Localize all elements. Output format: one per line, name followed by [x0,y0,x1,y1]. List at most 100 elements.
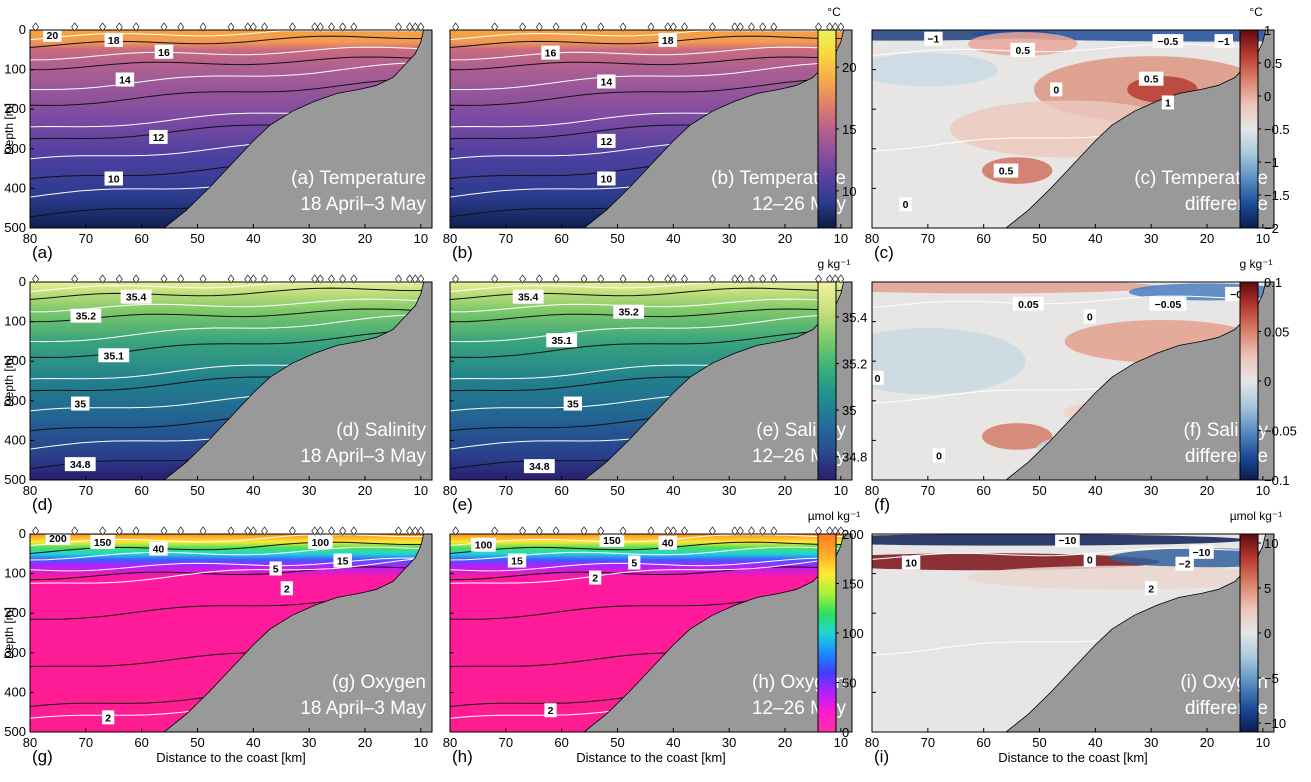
station-marker [316,274,324,284]
station-marker [199,526,207,536]
panel-content: 0.050−0.05−0.100 [872,282,1274,480]
station-marker [411,22,419,32]
contour-label: 12 [153,132,165,144]
contour-line [30,314,432,343]
contour-line [30,62,432,91]
contour-label: 0 [1087,555,1093,567]
station-marker [32,274,40,284]
contour-line [30,329,432,358]
station-marker [316,526,324,536]
station-marker [244,526,252,536]
y-tick-label: 500 [4,472,26,487]
panel-content: 35.4 35.2 35.1 35 34.8 [30,282,432,480]
station-marker [759,22,767,32]
y-axis-label: Depth [m] [2,355,16,407]
y-tick-label: 0 [19,274,26,289]
contour-label: 2 [592,573,598,585]
seafloor-bathymetry [163,30,432,228]
station-marker [491,22,499,32]
contour-label-box [471,537,496,552]
station-marker [71,274,79,284]
station-marker [417,22,425,32]
contour-label-box [308,534,333,549]
contour-label: 0 [936,450,942,462]
anomaly-patch [872,327,1026,395]
contour-label-box [523,459,555,474]
contour-line [450,35,852,48]
station-marker [669,22,677,32]
station-marker [748,274,755,284]
station-marker [115,22,123,32]
x-axis-label: Distance to the coast [km] [576,750,726,765]
station-marker [406,526,414,536]
station-marker [288,526,296,536]
panel-title: (b) Temperature [711,168,846,189]
station-marker [669,526,677,536]
contour-label-box [899,197,912,212]
station-marker [552,274,560,284]
station-marker [339,526,347,536]
anomaly-patch [872,282,1160,294]
contour-label: 35 [74,399,86,411]
contour-label-box [43,30,62,42]
colorbar-tick-label: 15 [842,122,856,137]
station-marker [160,274,168,284]
seafloor-bathymetry [583,534,852,732]
contour-label-box [1214,34,1233,49]
x-tick-label: 50 [190,231,204,246]
contour-label-box [599,534,625,547]
station-marker [32,526,40,536]
x-tick-label: 60 [134,231,148,246]
station-marker [132,526,140,536]
station-marker [328,22,335,32]
station-marker [619,274,627,284]
y-tick-label: 500 [4,220,26,235]
contour-line [450,298,852,313]
station-marker [249,22,257,32]
station-marker [261,22,268,32]
contour-label-box [64,457,96,472]
panel-letter: (f) [874,495,890,514]
x-tick-label: 70 [79,483,93,498]
contour-line [450,566,852,581]
station-marker [708,526,716,536]
contour-label: 35 [567,399,579,411]
station-marker [681,274,688,284]
x-tick-label: 20 [358,483,372,498]
x-tick-label: 80 [865,483,879,498]
x-tick-label: 50 [610,231,624,246]
x-tick-label: 30 [1144,483,1158,498]
station-marker [99,274,107,284]
contour-label-box [149,129,168,144]
contour-label-box [541,45,560,60]
station-marker [519,274,527,284]
x-tick-label: 10 [414,735,428,750]
contour-label-box [546,333,578,348]
station-marker [770,22,778,32]
contour-label: 2 [105,712,111,724]
colorbar-unit: g kg⁻¹ [817,257,850,271]
colorbar-fill [1239,29,1259,229]
station-marker [664,526,672,536]
x-tick-label: 80 [443,483,457,498]
station-marker [452,22,460,32]
station-marker [339,274,347,284]
colorbar-tick-label: 35 [842,403,856,418]
station-marker [597,22,605,32]
station-marker [160,526,168,536]
x-tick-label: 60 [554,735,568,750]
contour-label: 16 [545,48,557,60]
station-marker [99,22,107,32]
station-marker [647,22,655,32]
station-marker [350,22,358,32]
station-marker [71,22,79,32]
contour-label-box [628,555,641,570]
y-tick-label: 400 [4,432,26,447]
station-marker [395,274,402,284]
contour-label-box [932,448,946,463]
y-tick-label: 300 [4,141,26,156]
contour-line [450,557,852,572]
contour-label: 15 [337,556,349,568]
contour-label: −1 [927,34,939,46]
